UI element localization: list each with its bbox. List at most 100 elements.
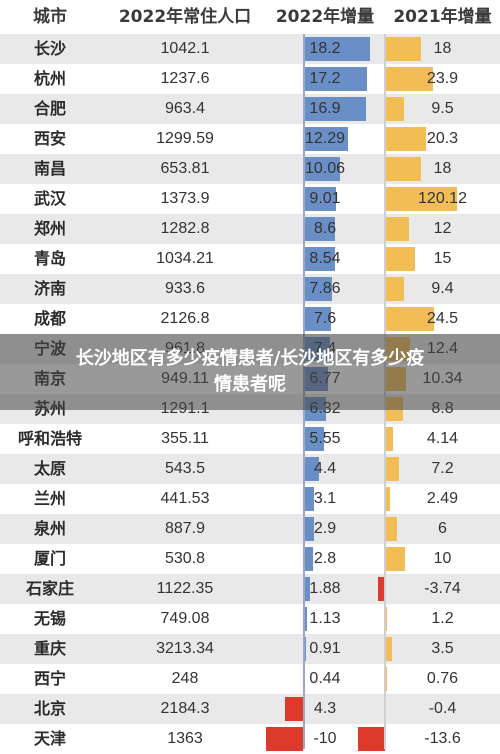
bar-increase-2022 [303,307,332,331]
increase-2021-label: 6 [438,520,447,537]
bar-increase-2022 [303,187,337,211]
increase-2022-label: 9.01 [309,190,341,207]
bar-increase-2021 [377,577,385,601]
population-value: 543.5 [164,460,206,477]
increase-2021-label: 20.3 [426,130,459,147]
increase-2022-label: 0.44 [309,670,341,687]
increase-2022-label: 18.2 [309,40,341,57]
bar-increase-2021 [385,487,390,511]
bar-increase-2022 [303,577,310,601]
increase-2021-label: -0.4 [428,700,457,717]
increase-2021-label: 10 [433,550,452,567]
increase-2021-label: 120.12 [418,190,467,207]
bar-increase-2021 [385,607,388,631]
increase-2021-label: 1.2 [431,610,454,627]
increase-2021-label: 9.5 [431,100,454,117]
increase-2022-label: 4.4 [313,460,337,477]
increase-2021-label: 18 [433,40,452,57]
bar-increase-2022 [303,127,349,151]
table-row: 青岛 1034.21 8.54 15 [0,244,500,274]
population-value: 2184.3 [160,700,210,717]
increase-2022-label: 8.6 [313,220,337,237]
bar-increase-2022 [303,67,367,91]
bar-increase-2021 [385,547,405,571]
city-name: 无锡 [33,609,66,628]
bar-increase-2021 [385,157,421,181]
city-name: 石家庄 [25,579,74,598]
population-value: 887.9 [164,520,206,537]
population-value: 1122.35 [156,580,214,597]
city-name: 天津 [33,729,66,748]
table-row: 西安 1299.59 12.29 20.3 [0,124,500,154]
city-name: 济南 [33,279,66,298]
increase-2021-label: 9.4 [431,280,454,297]
city-name: 青岛 [33,249,66,268]
bar-increase-2022 [303,607,308,631]
table-row: 重庆 3213.34 0.91 3.5 [0,634,500,664]
increase-2021-label: 2.49 [426,490,459,507]
population-value: 1299.59 [156,130,214,147]
bar-increase-2021 [385,637,392,661]
population-value: 441.53 [160,490,210,507]
increase-2021-label: -13.6 [424,730,461,747]
population-value: 1237.6 [160,70,210,87]
table-row: 成都 2126.8 7.6 24.5 [0,304,500,334]
city-name: 太原 [33,459,66,478]
population-value: 749.08 [160,610,210,627]
bar-increase-2021 [385,67,433,91]
population-value: 1034.21 [156,250,214,267]
increase-2022-label: 3.1 [313,490,337,507]
city-name: 西宁 [33,669,66,688]
bar-increase-2022 [303,517,314,541]
bar-increase-2022 [303,37,371,61]
bar-increase-2021 [385,517,397,541]
bar-increase-2021 [385,127,426,151]
increase-2021-label: -3.74 [424,580,461,597]
bar-increase-2021 [385,217,409,241]
increase-2022-label: 12.29 [304,130,346,147]
increase-2021-label: 3.5 [431,640,454,657]
table-row: 无锡 749.08 1.13 1.2 [0,604,500,634]
increase-2022-label: -10 [313,730,337,747]
header-increase-2022: 2022年增量 [275,7,375,27]
bar-increase-2022 [303,247,335,271]
city-name: 北京 [33,699,66,718]
city-name: 兰州 [33,489,66,508]
increase-2022-label: 2.8 [313,550,337,567]
population-value: 963.4 [164,100,206,117]
increase-2021-label: 7.2 [431,460,454,477]
increase-2022-label: 1.13 [309,610,341,627]
population-value: 1363 [167,730,203,747]
population-value: 355.11 [161,430,209,447]
city-name: 厦门 [33,549,66,568]
population-value: 1042.1 [160,40,210,57]
increase-2021-label: 4.14 [426,430,459,447]
bar-increase-2022 [285,697,303,721]
table-row: 石家庄 1122.35 1.88 -3.74 [0,574,500,604]
population-value: 248 [171,670,199,687]
city-name: 长沙 [33,39,66,58]
bar-increase-2021 [385,667,387,691]
bar-increase-2021 [385,187,458,211]
population-value: 3213.34 [156,640,214,657]
city-name: 西安 [33,129,66,148]
table-row: 合肥 963.4 16.9 9.5 [0,94,500,124]
table-row: 兰州 441.53 3.1 2.49 [0,484,500,514]
bar-increase-2022 [303,427,324,451]
increase-2022-label: 7.6 [313,310,337,327]
increase-2021-label: 24.5 [426,310,459,327]
increase-2022-label: 10.06 [304,160,346,177]
table-row: 泉州 887.9 2.9 6 [0,514,500,544]
population-value: 2126.8 [160,310,210,327]
bar-increase-2022 [303,157,341,181]
increase-2022-label: 1.88 [309,580,341,597]
bar-increase-2022 [266,727,303,751]
bar-increase-2021 [385,37,421,61]
bar-increase-2022 [303,457,320,481]
increase-2022-label: 17.2 [309,70,341,87]
city-name: 泉州 [33,519,66,538]
table-row: 长沙 1042.1 18.2 18 [0,34,500,64]
increase-2022-label: 4.3 [313,700,337,717]
bar-increase-2021 [385,247,415,271]
bar-increase-2022 [303,217,335,241]
